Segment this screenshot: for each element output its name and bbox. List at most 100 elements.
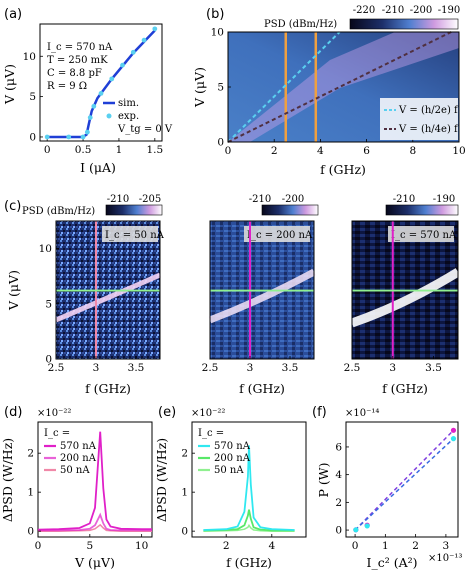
panel-f-ytick-label: 6: [335, 441, 342, 453]
panel-e-series-0: [203, 445, 295, 531]
legend-h4e-label: V = (h/4e) f: [398, 124, 459, 135]
colorbar-b-tick-2: -210: [382, 5, 404, 16]
colorbar-c1-swatch: [105, 204, 163, 216]
legend-exp-swatch: [106, 113, 112, 119]
point-magenta: [450, 427, 457, 433]
subpanel-c1-ytick-label: 0: [45, 354, 52, 366]
panel-b-legend: V = (h/2e) f V = (h/4e) f: [380, 98, 459, 140]
exp-point: [87, 115, 93, 120]
panel-d-xtick-label: 5: [86, 540, 93, 552]
subpanel-c2-axes: [209, 220, 315, 360]
panel-a-ytick-label: 10: [23, 51, 36, 63]
subpanel-c3-xtick-label: 2.5: [344, 362, 361, 374]
colorbar-c2-tick-2: -200: [282, 194, 304, 205]
panel-a-xtick-label: 1: [116, 144, 123, 156]
panel-d-legend-label: 570 nA: [60, 441, 97, 452]
point-cyan: [364, 523, 370, 529]
panel-b-xtick-label: 4: [317, 145, 324, 157]
panel-label-c: (c): [4, 199, 21, 214]
panel-f-ylabel: P (W): [316, 463, 331, 498]
panel-e-legend-label: 50 nA: [214, 465, 244, 476]
point-cyan: [450, 436, 457, 442]
subpanel-c3-label-box: [388, 226, 454, 242]
panel-d-series-1: [38, 512, 152, 532]
panel-f-xtick-label: 1: [382, 540, 389, 552]
subpanel-c1-label: I_c = 50 nA: [105, 230, 165, 241]
panel-f-axes: [345, 421, 459, 538]
colorbar-b-label: PSD (dBm/Hz): [264, 19, 337, 30]
subpanel-c2-xtick-label: 3.5: [282, 362, 299, 374]
annotation-ic: I_c = 570 nA: [47, 42, 113, 53]
subpanel-c1-ytick-label: 10: [39, 243, 52, 255]
panel-b-ytick-label: 5: [217, 82, 224, 94]
panel-b-heatmap: 0 2 4 6 8 10 0 5 10 PSD (dBm/Hz) -220 -210 -200 …: [192, 5, 466, 177]
panel-a-xtick-label: 1.5: [146, 144, 163, 156]
colorbar-c1-tick-1: -210: [107, 194, 129, 205]
colorbar-b-tick-1: -220: [353, 5, 375, 16]
panel-d-legend-title: I_c =: [44, 428, 70, 439]
panel-e-legend-title: I_c =: [198, 428, 224, 439]
colorbar-c1-tick-2: -205: [139, 194, 161, 205]
panel-f-xlabel: I_c² (A²): [367, 555, 418, 570]
exp-point: [152, 26, 158, 32]
panel-e-ytick-label: 2: [181, 448, 188, 460]
panel-b-legend-box: [380, 98, 458, 140]
panel-b-colorbar: PSD (dBm/Hz) -220 -210 -200 -190: [264, 5, 460, 30]
legend-exp-label: exp.: [118, 111, 139, 122]
subpanel-c1-xtick-label: 3.5: [128, 362, 145, 374]
panel-d-series-0: [37, 431, 152, 531]
panel-a-iv-curve: 0 0.5 1 1.5 0 5 10 I_c = 570 nA T = 250 mK C =…: [2, 23, 173, 175]
subpanel-c1-xtick-label: 3: [93, 362, 100, 374]
subpanel-c2-resonance: [208, 268, 316, 324]
panel-e-yexp: ×10⁻²²: [191, 408, 225, 419]
panel-b-xtick-label: 8: [409, 145, 416, 157]
panel-label-f: (f): [312, 405, 327, 420]
colorbar-c3-swatch: [385, 204, 459, 216]
exp-point: [141, 37, 147, 43]
legend-exp-note: V_tg = 0 V: [117, 124, 173, 135]
panel-a-xtick-label: 0: [44, 144, 51, 156]
panel-f-xtick-label: 2: [412, 540, 419, 552]
panel-d-xlabel: V (μV): [74, 555, 115, 570]
legend-sim-label: sim.: [118, 98, 139, 109]
colorbar-c3-tick-2: -190: [433, 194, 455, 205]
panel-a-legend: sim. exp. V_tg = 0 V: [103, 98, 173, 135]
colorbar-c2-swatch: [261, 204, 319, 216]
panel-d-ytick-label: 1: [27, 487, 34, 499]
subpanel-c1: -210 -205 I_c = 50 nA: [55, 194, 165, 359]
point-cyan: [353, 527, 359, 533]
panel-e-xlabel: f (GHz): [226, 555, 272, 570]
panel-e-series-2: [203, 523, 295, 532]
panel-label-a: (a): [4, 7, 22, 22]
panel-b-xtick-label: 6: [363, 145, 370, 157]
panel-c-heatmaps: PSD (dBm/Hz) -210 -205 I_c = 50 nA -210 …: [6, 194, 461, 396]
subpanel-c1-xlabel: f (GHz): [85, 381, 131, 396]
subpanel-c2-xtick-label: 3: [247, 362, 254, 374]
panel-d-xtick-label: 10: [135, 540, 148, 552]
subpanel-c3-xtick-label: 3.5: [425, 362, 442, 374]
panel-f-xexp: ×10⁻¹³: [428, 553, 462, 564]
exp-point: [44, 134, 50, 140]
colorbar-b-swatch: [349, 18, 459, 30]
subpanel-c3-axes: [351, 220, 459, 360]
panel-f-ytick-label: 0: [335, 525, 342, 537]
panel-e-ylabel: ΔPSD (W/Hz): [154, 438, 169, 522]
panel-a-ytick-label: 5: [29, 91, 36, 103]
panel-a-ylabel: V (μV): [2, 64, 17, 105]
panel-b-axes: [227, 31, 460, 143]
panel-f-ytick-label: 4: [335, 469, 342, 481]
panel-label-d: (d): [4, 405, 22, 420]
exp-point: [98, 90, 104, 96]
subpanel-c3-xtick-label: 3: [389, 362, 396, 374]
annotation-capacitance: C = 8.8 pF: [47, 68, 102, 79]
fit-line-cyan: [354, 438, 454, 531]
panel-e-xtick-label: 4: [268, 540, 275, 552]
panel-label-b: (b): [206, 7, 224, 22]
panel-f-power: ×10⁻¹⁴ ×10⁻¹³ 0 1 2 3 0 2 4 6 I_c² (A²) P (W): [316, 408, 462, 570]
exp-point: [109, 76, 115, 82]
panel-d-xtick-label: 0: [35, 540, 42, 552]
colorbar-c2-tick-1: -210: [249, 194, 271, 205]
panel-c-ylabel: V (μV): [6, 270, 21, 311]
exp-point: [130, 49, 136, 55]
